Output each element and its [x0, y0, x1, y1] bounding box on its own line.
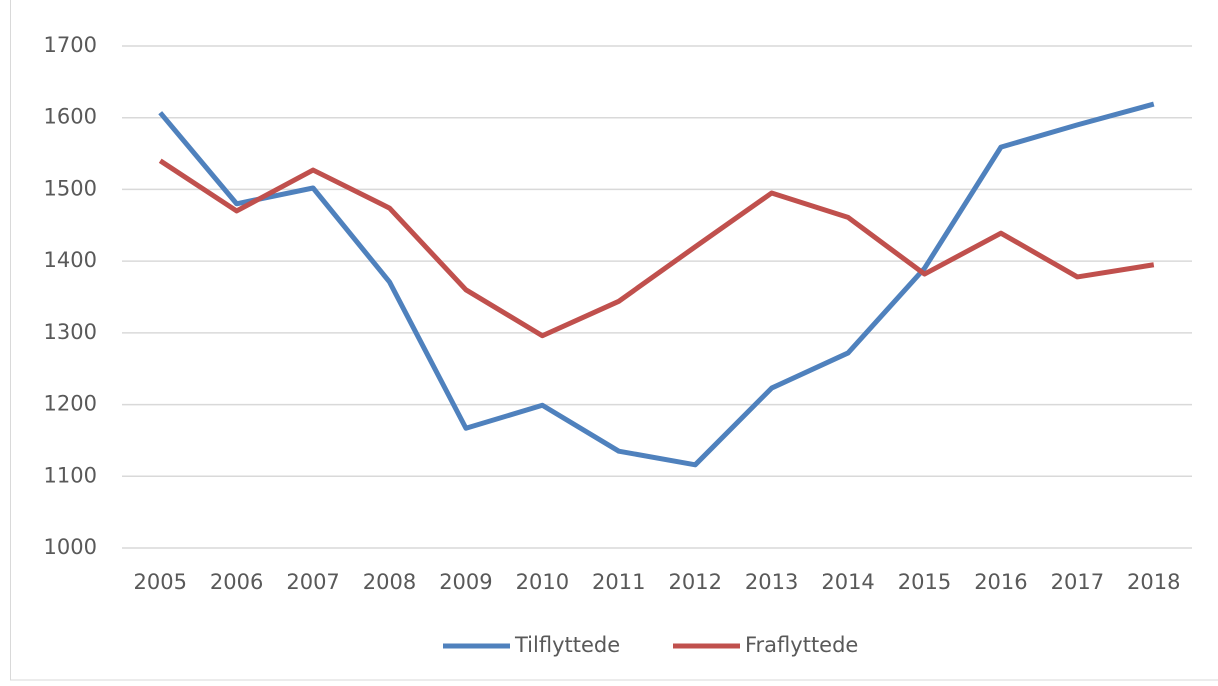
- y-tick-label: 1100: [44, 463, 97, 487]
- x-tick-label: 2015: [898, 570, 951, 594]
- x-tick-label: 2018: [1127, 570, 1180, 594]
- x-tick-label: 2008: [363, 570, 416, 594]
- x-tick-label: 2011: [592, 570, 645, 594]
- y-tick-label: 1600: [44, 105, 97, 129]
- x-tick-label: 2014: [821, 570, 874, 594]
- y-tick-label: 1500: [44, 176, 97, 200]
- x-tick-label: 2010: [516, 570, 569, 594]
- y-tick-label: 1700: [44, 33, 97, 57]
- x-tick-label: 2009: [439, 570, 492, 594]
- x-tick-label: 2006: [210, 570, 263, 594]
- legend-label: Tilflyttede: [514, 633, 620, 657]
- y-tick-label: 1200: [44, 392, 97, 416]
- series-line: [158, 158, 1155, 339]
- legend-label: Fraflyttede: [745, 633, 858, 657]
- x-tick-label: 2017: [1051, 570, 1104, 594]
- x-tick-label: 2005: [133, 570, 186, 594]
- x-tick-label: 2007: [286, 570, 339, 594]
- y-tick-label: 1300: [44, 320, 97, 344]
- x-tick-label: 2013: [745, 570, 798, 594]
- series-line: [158, 101, 1155, 468]
- x-tick-label: 2012: [668, 570, 721, 594]
- chart-frame: [10, 0, 1218, 681]
- y-tick-label: 1400: [44, 248, 97, 272]
- y-tick-label: 1000: [44, 535, 97, 559]
- x-tick-label: 2016: [974, 570, 1027, 594]
